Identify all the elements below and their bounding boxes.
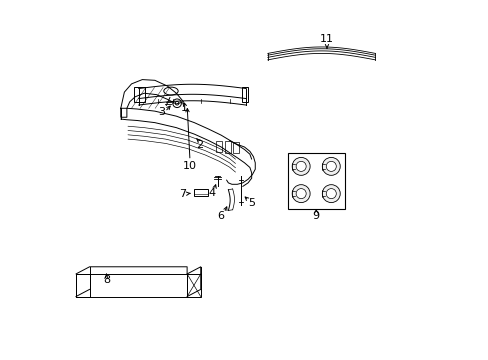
- Text: 6: 6: [217, 211, 224, 221]
- Circle shape: [296, 161, 305, 171]
- Circle shape: [292, 157, 309, 175]
- Bar: [76, 274, 89, 297]
- Text: 4: 4: [207, 188, 215, 198]
- Bar: [287, 153, 344, 209]
- Text: 5: 5: [248, 198, 255, 208]
- Text: 8: 8: [102, 275, 110, 285]
- Bar: [224, 141, 231, 153]
- Circle shape: [172, 99, 181, 108]
- Text: 3: 3: [158, 107, 164, 117]
- Text: 2: 2: [196, 140, 203, 150]
- Circle shape: [322, 185, 340, 203]
- Circle shape: [296, 189, 305, 199]
- Ellipse shape: [163, 87, 178, 95]
- Bar: [215, 140, 222, 152]
- Text: 11: 11: [319, 35, 333, 44]
- Bar: [241, 87, 247, 102]
- Circle shape: [322, 157, 340, 175]
- Circle shape: [325, 161, 336, 171]
- Text: 10: 10: [183, 161, 197, 171]
- Text: 9: 9: [312, 211, 319, 221]
- Text: 1: 1: [181, 103, 187, 113]
- Bar: [233, 142, 239, 153]
- Text: 7: 7: [179, 189, 186, 199]
- Bar: [193, 189, 207, 196]
- Circle shape: [325, 189, 336, 199]
- Bar: [187, 274, 201, 297]
- Circle shape: [292, 185, 309, 203]
